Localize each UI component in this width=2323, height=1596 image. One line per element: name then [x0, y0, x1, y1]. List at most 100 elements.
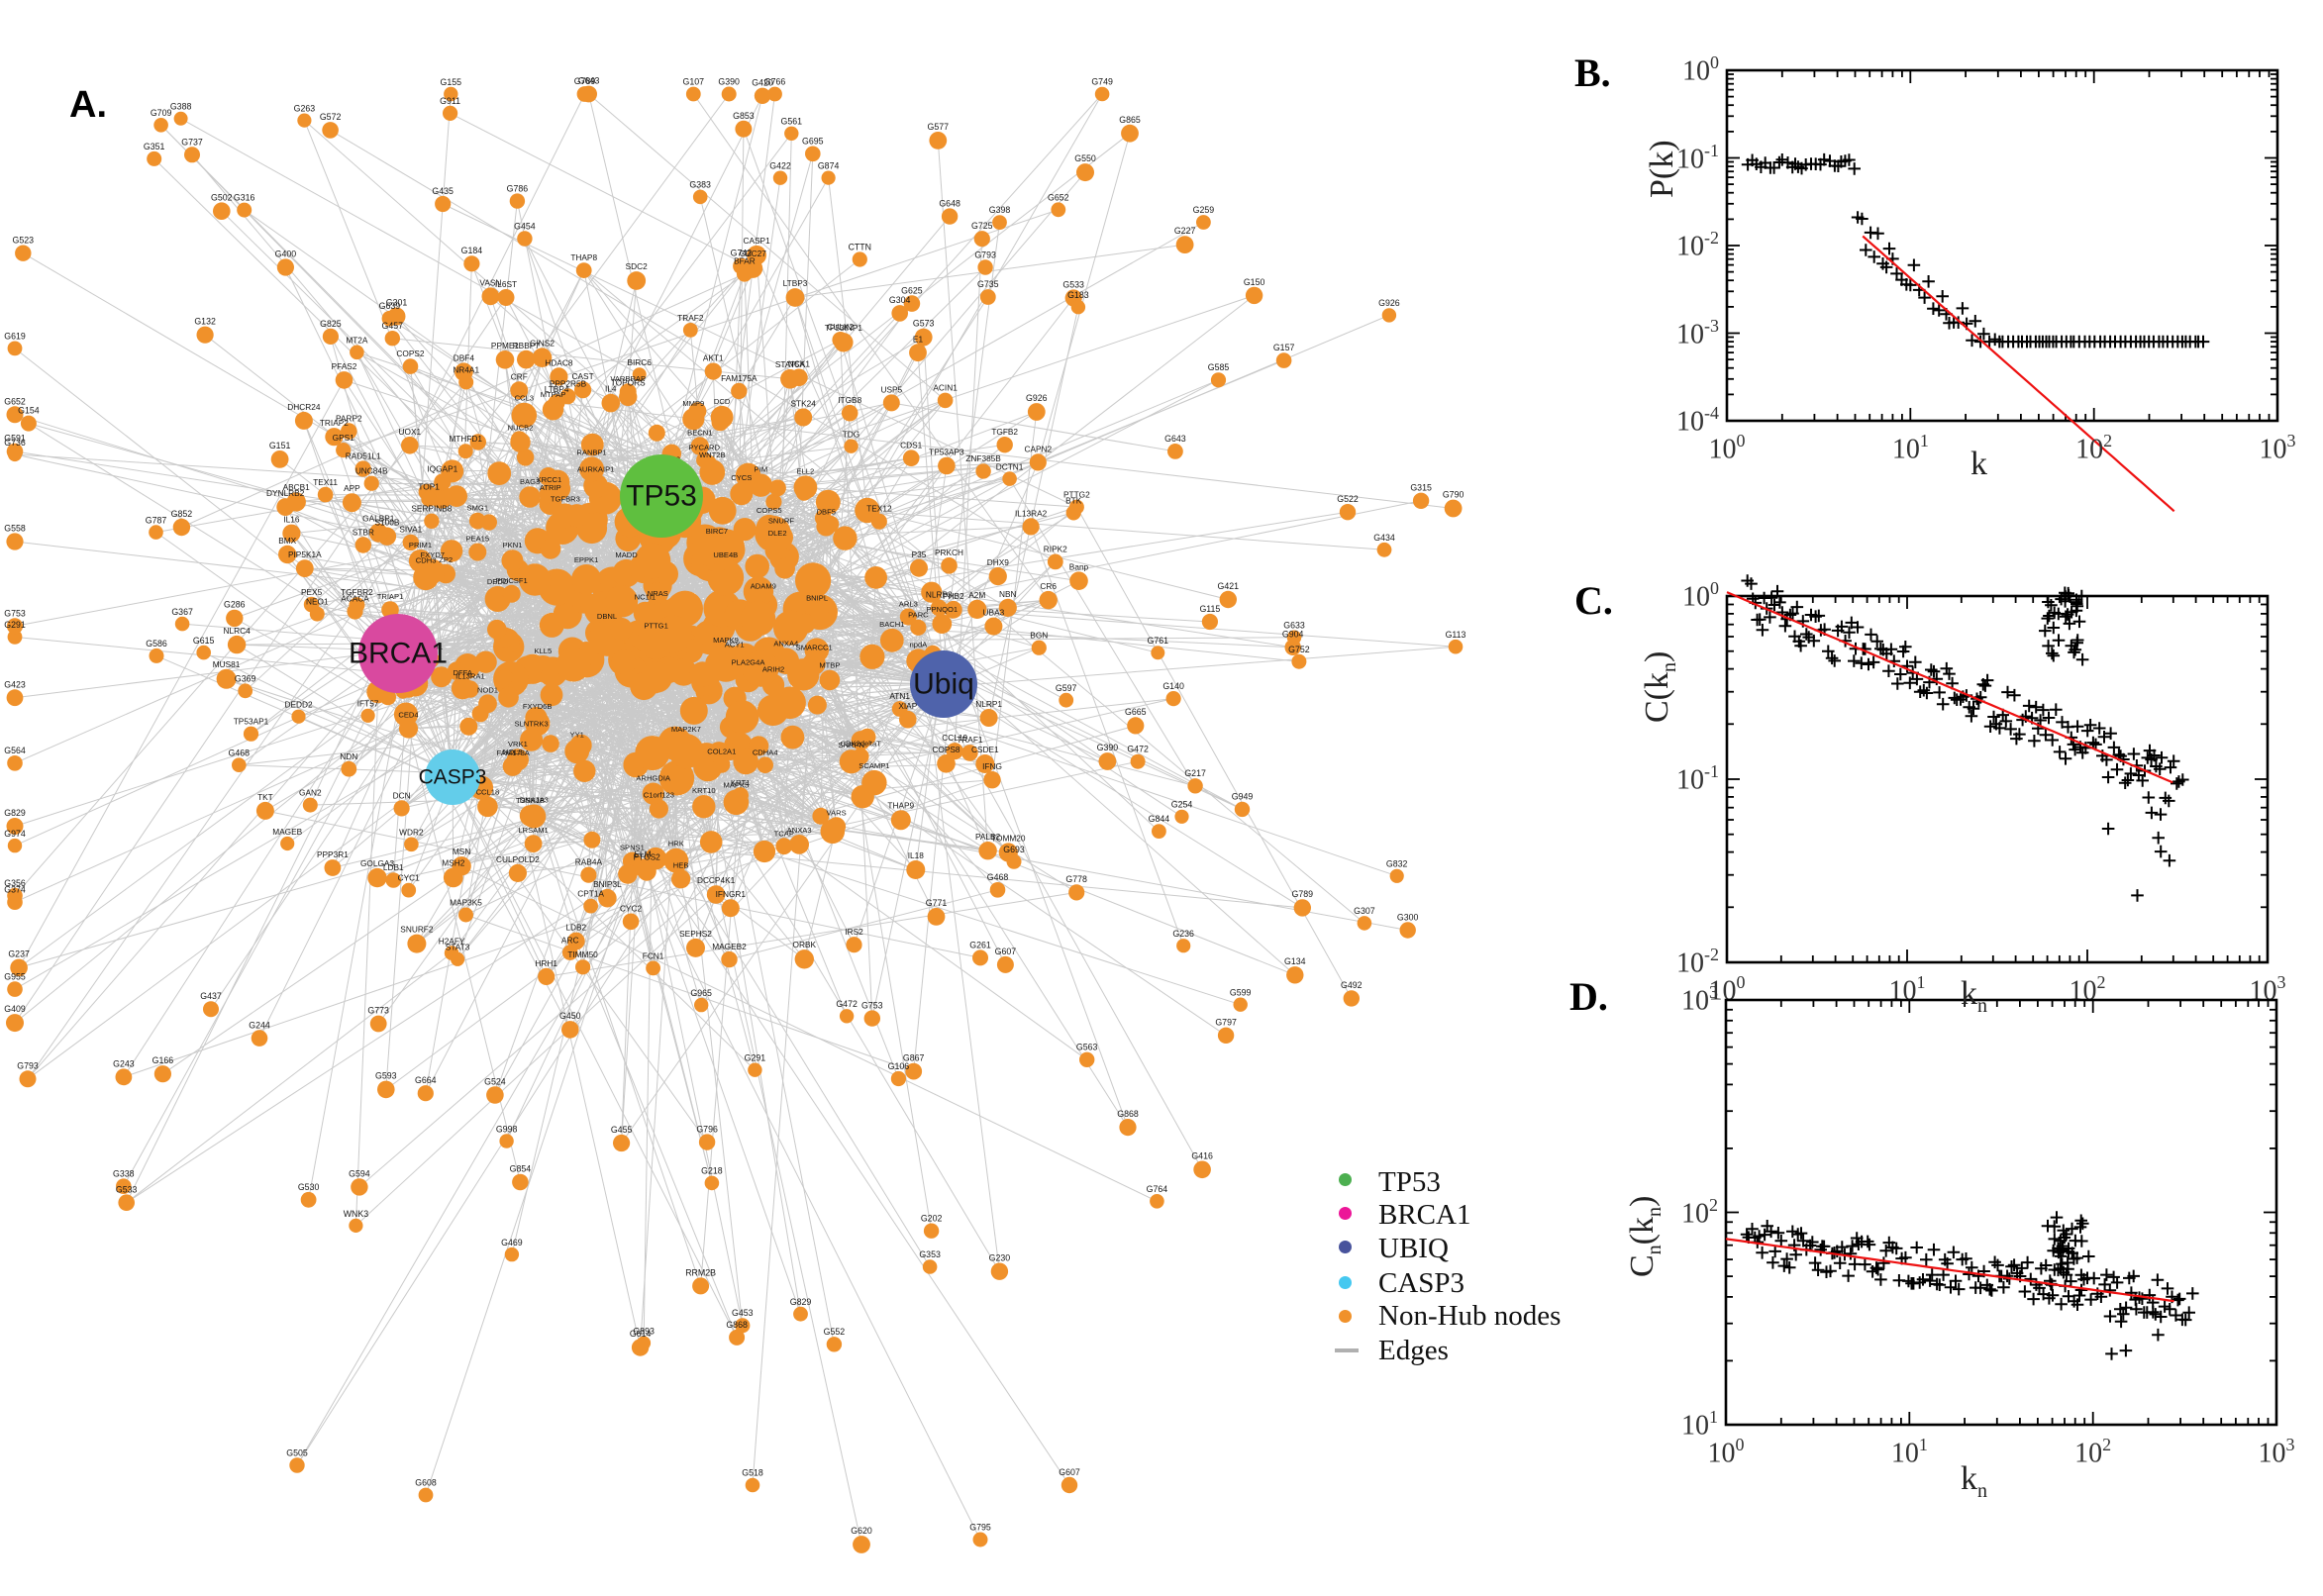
svg-text:CULK2: CULK2 [827, 322, 854, 332]
svg-text:DEDD2: DEDD2 [284, 700, 313, 710]
svg-text:HEB: HEB [673, 860, 689, 869]
svg-text:STAT3: STAT3 [446, 943, 470, 952]
svg-text:G469: G469 [501, 1238, 523, 1247]
svg-text:SDC2: SDC2 [626, 261, 649, 271]
svg-text:ADAM9: ADAM9 [751, 582, 776, 591]
svg-text:TP53AP1: TP53AP1 [234, 717, 269, 727]
svg-text:E1: E1 [913, 334, 924, 344]
svg-text:G244: G244 [249, 1020, 270, 1030]
svg-text:COPS5: COPS5 [757, 506, 782, 515]
svg-text:G286: G286 [224, 600, 246, 610]
svg-text:G390: G390 [718, 77, 740, 87]
svg-text:RRM2B: RRM2B [685, 1267, 716, 1277]
svg-text:CDS1: CDS1 [900, 440, 923, 449]
svg-text:LTBP4: LTBP4 [545, 384, 569, 394]
svg-text:PTTG2: PTTG2 [1063, 490, 1090, 500]
svg-text:MSN: MSN [453, 847, 470, 856]
svg-text:G561: G561 [781, 117, 803, 127]
svg-text:G771: G771 [926, 898, 948, 908]
svg-text:G422: G422 [769, 161, 791, 171]
svg-text:G607: G607 [1059, 1467, 1080, 1477]
svg-text:G865: G865 [1119, 115, 1141, 125]
svg-text:NEO1: NEO1 [306, 597, 329, 607]
svg-text:NDN: NDN [340, 751, 357, 761]
svg-text:MSH2: MSH2 [442, 857, 464, 867]
svg-text:APP: APP [344, 483, 360, 493]
svg-text:G564: G564 [4, 746, 26, 755]
svg-text:BRCA1: BRCA1 [349, 638, 448, 670]
svg-text:G423: G423 [4, 679, 26, 689]
svg-text:FCN1: FCN1 [643, 950, 664, 960]
svg-text:TOP1: TOP1 [418, 481, 440, 491]
svg-text:ANXA4: ANXA4 [773, 640, 798, 648]
svg-text:IL6ST: IL6ST [495, 279, 517, 289]
svg-text:CAPN2: CAPN2 [1024, 444, 1052, 453]
svg-text:G793: G793 [974, 249, 996, 259]
svg-text:MAGEB2: MAGEB2 [712, 942, 747, 951]
svg-text:G492: G492 [1341, 980, 1363, 990]
svg-text:G338: G338 [113, 1168, 135, 1178]
svg-text:FAM175A: FAM175A [721, 373, 758, 383]
svg-text:G607: G607 [995, 947, 1017, 956]
svg-text:AURKAIP1: AURKAIP1 [577, 464, 615, 473]
svg-text:G563: G563 [1076, 1043, 1098, 1052]
svg-text:BIRC7: BIRC7 [706, 527, 728, 536]
svg-text:TEX12: TEX12 [866, 504, 892, 514]
svg-text:CR6: CR6 [1040, 581, 1057, 591]
svg-text:LDB1: LDB1 [383, 862, 404, 872]
svg-text:G552: G552 [824, 1327, 846, 1337]
svg-text:G356: G356 [4, 878, 26, 888]
svg-text:G468: G468 [987, 872, 1009, 882]
svg-text:WDR2: WDR2 [399, 828, 424, 838]
svg-text:SNURF2: SNURF2 [400, 925, 434, 935]
svg-text:IL13RA2: IL13RA2 [1015, 508, 1048, 518]
svg-text:G778: G778 [1065, 874, 1087, 884]
svg-text:G593: G593 [375, 1071, 397, 1081]
svg-text:G633: G633 [1283, 621, 1305, 631]
svg-text:FXYD6B: FXYD6B [523, 702, 553, 711]
svg-text:DFFA: DFFA [453, 668, 472, 677]
svg-text:CRF: CRF [511, 371, 528, 381]
svg-text:C1orf123: C1orf123 [644, 791, 674, 800]
svg-text:DHX9: DHX9 [987, 557, 1010, 567]
svg-text:COPS8: COPS8 [932, 745, 960, 754]
svg-text:NLRP1: NLRP1 [975, 699, 1002, 709]
svg-text:Banp: Banp [1069, 561, 1089, 571]
svg-text:G868: G868 [726, 1320, 748, 1330]
svg-text:G868: G868 [1117, 1109, 1139, 1119]
svg-text:PTGS2: PTGS2 [634, 852, 661, 862]
svg-text:MAPK5: MAPK5 [724, 781, 750, 790]
svg-text:BNIPL: BNIPL [806, 594, 828, 603]
svg-text:HRK: HRK [668, 840, 684, 848]
svg-text:G505: G505 [286, 1447, 308, 1457]
svg-text:MTBP: MTBP [819, 661, 840, 670]
svg-text:LRSAM1: LRSAM1 [518, 826, 548, 835]
svg-text:WNK3: WNK3 [344, 1209, 369, 1219]
svg-text:G665: G665 [1125, 707, 1147, 717]
svg-text:NOL3: NOL3 [503, 748, 523, 756]
svg-text:BAG3: BAG3 [520, 477, 540, 486]
svg-text:NCK1: NCK1 [788, 359, 811, 369]
svg-text:PRKCH: PRKCH [935, 548, 963, 557]
svg-text:ACACA: ACACA [341, 594, 369, 604]
svg-text:G150: G150 [1244, 277, 1265, 287]
svg-text:G619: G619 [4, 332, 26, 342]
svg-text:PEX5: PEX5 [301, 587, 323, 597]
svg-text:MADD: MADD [615, 550, 638, 559]
svg-text:SEPHS2: SEPHS2 [679, 929, 712, 939]
svg-text:G926: G926 [1378, 298, 1400, 308]
svg-text:ARIH2: ARIH2 [762, 665, 784, 674]
svg-text:SMARCC1: SMARCC1 [796, 644, 833, 652]
svg-text:ATRIP: ATRIP [540, 483, 561, 492]
svg-text:BGN: BGN [1030, 631, 1048, 641]
svg-text:IL18: IL18 [908, 850, 925, 860]
svg-text:G577: G577 [928, 122, 950, 132]
svg-text:G421: G421 [1218, 581, 1240, 591]
svg-text:G291: G291 [4, 620, 26, 630]
svg-text:G398: G398 [989, 205, 1011, 215]
svg-text:DHCR24: DHCR24 [287, 402, 321, 412]
svg-text:G217: G217 [1184, 768, 1206, 778]
svg-text:NR4A1: NR4A1 [453, 365, 479, 375]
svg-text:G518: G518 [742, 1468, 763, 1478]
svg-text:G789: G789 [1292, 889, 1314, 899]
